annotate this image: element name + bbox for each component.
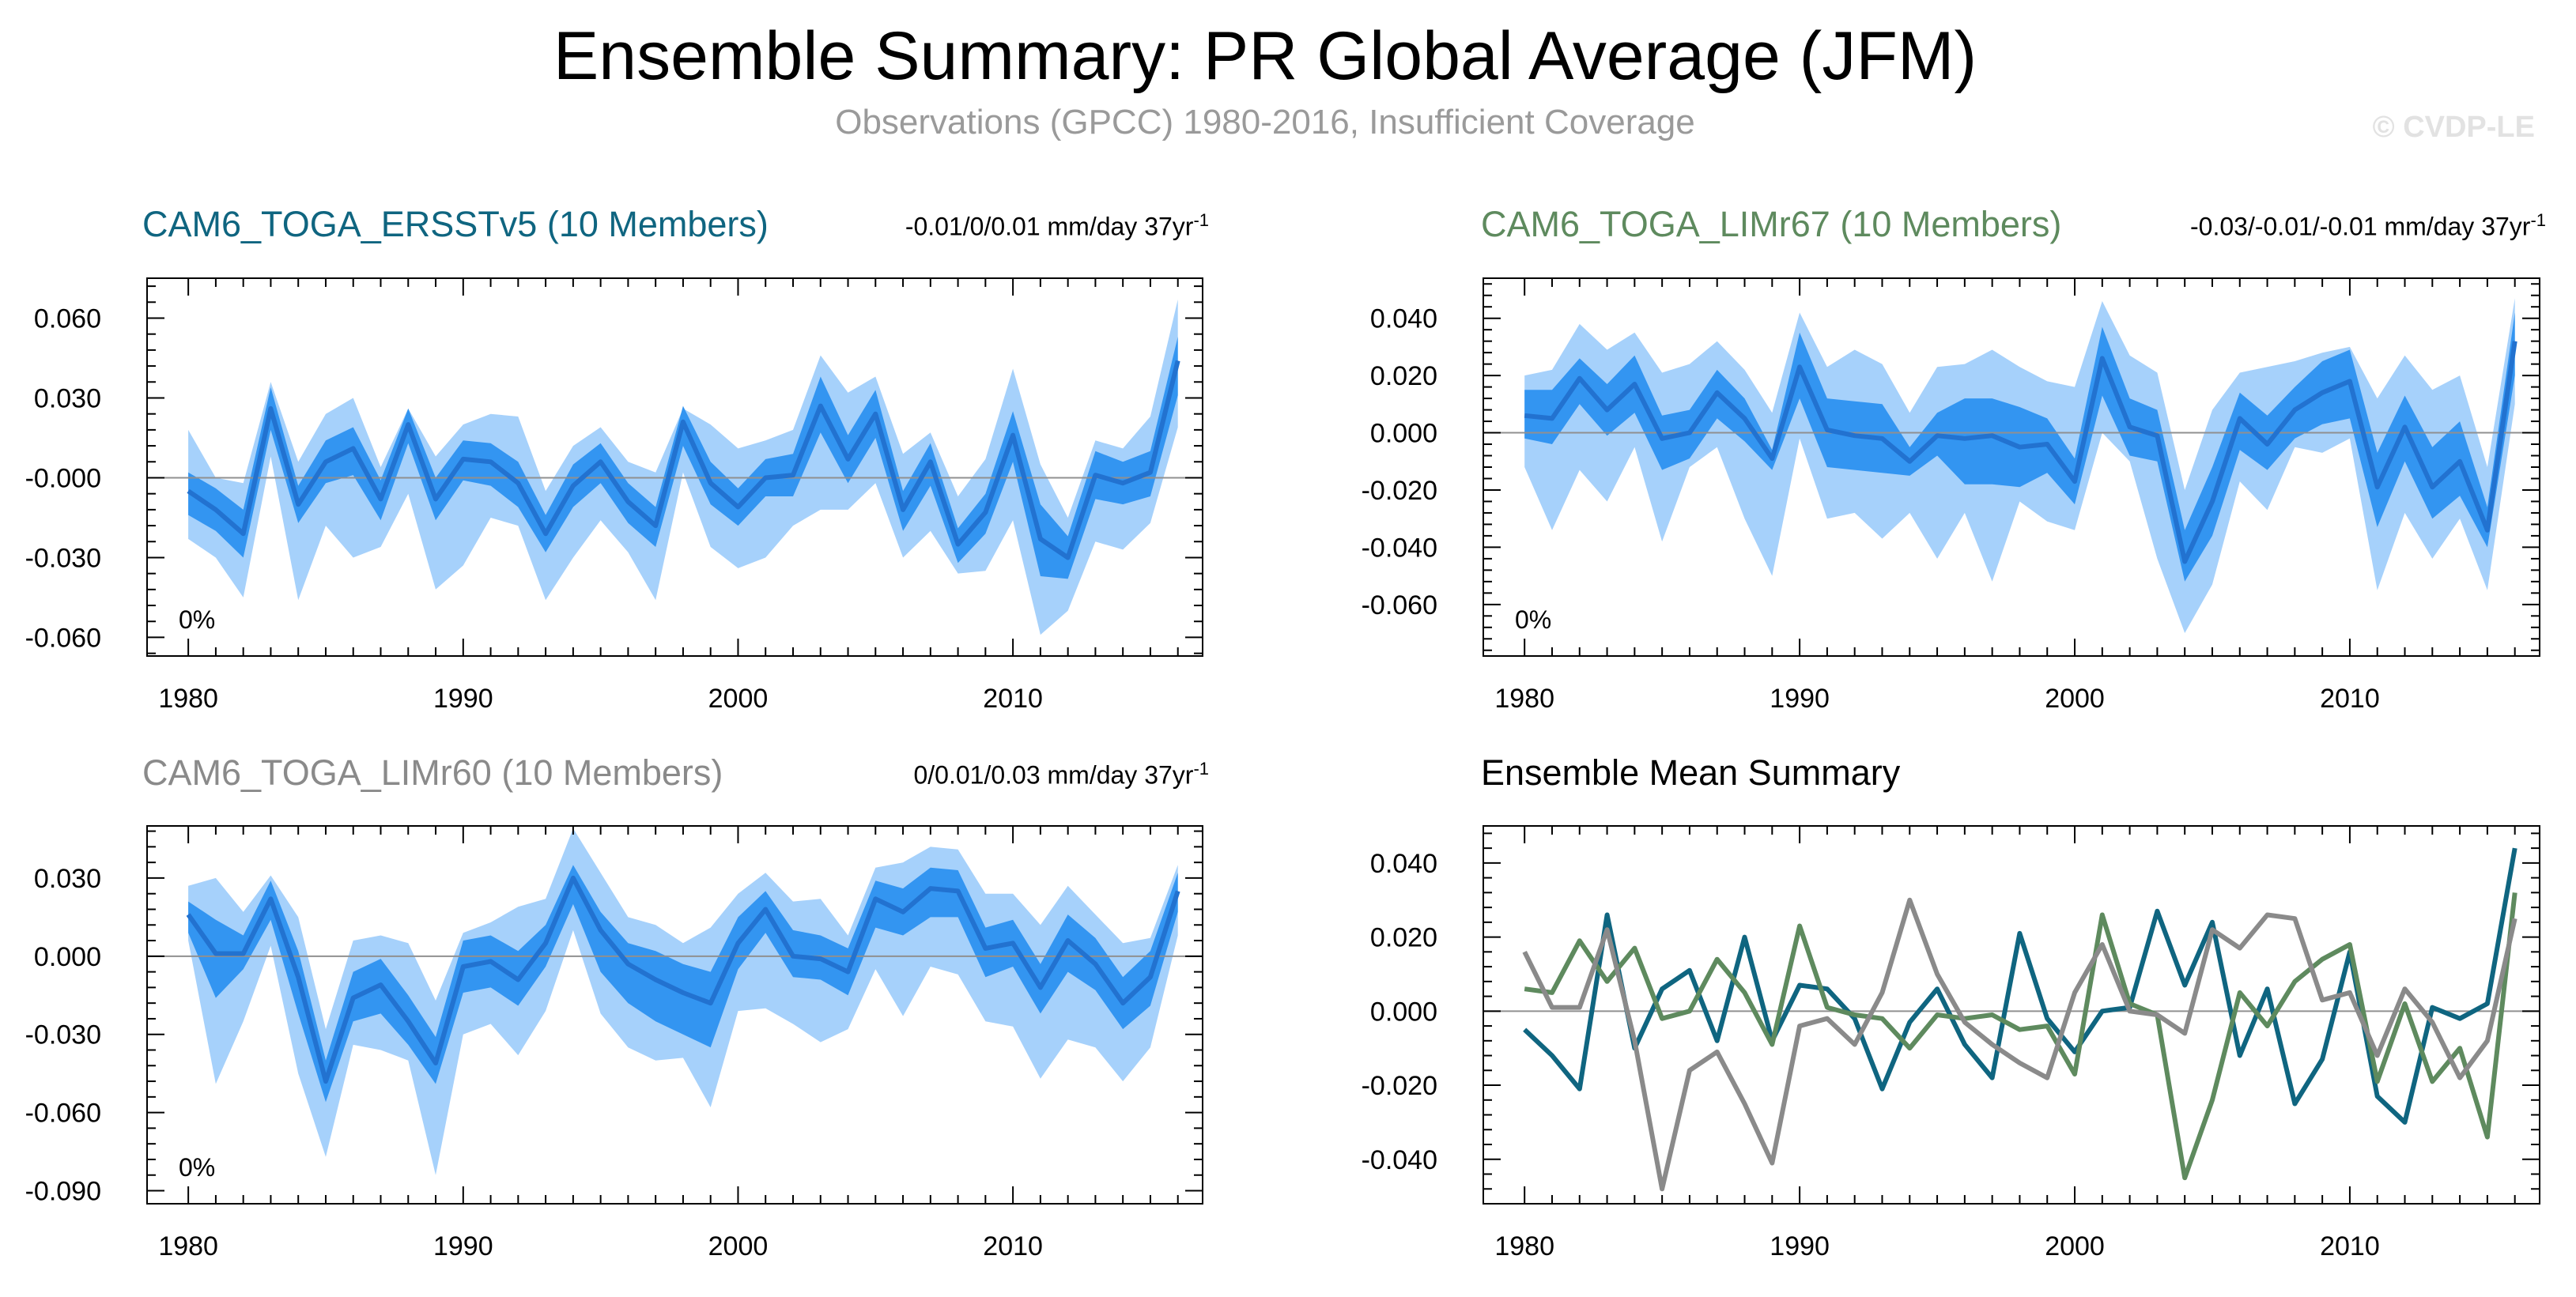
panel2-ytick-label: 0.000	[1370, 419, 1437, 449]
panel1-xtick-label: 2000	[708, 684, 769, 714]
panel3-frame	[146, 825, 1203, 1205]
panel2-stat-text: -0.03/-0.01/-0.01 mm/day 37yr	[2190, 212, 2531, 241]
panel2-xtick-label: 1990	[1770, 684, 1830, 714]
panel3-xtick-label: 2010	[983, 1231, 1043, 1261]
panel4-ytick-label: 0.000	[1370, 997, 1437, 1027]
panel1-xtick-label: 2010	[983, 684, 1043, 714]
panel2-ytick-label: -0.020	[1362, 476, 1437, 506]
panel1-ytick-label: -0.030	[25, 543, 101, 573]
panel3-ytick-label: -0.090	[25, 1177, 101, 1207]
panel1-frame	[146, 277, 1203, 657]
panel4-ytick-label: 0.020	[1370, 923, 1437, 953]
panel3-percent-label: 0%	[179, 1153, 215, 1182]
panel2-ytick-label: 0.040	[1370, 304, 1437, 334]
subtitle: Observations (GPCC) 1980-2016, Insuffici…	[835, 103, 1695, 141]
panel3-ytick-label: -0.060	[25, 1099, 101, 1129]
panel3-ytick-label: 0.000	[34, 942, 101, 972]
panel1-title: CAM6_TOGA_ERSSTv5 (10 Members)	[142, 204, 769, 244]
panel2-ytick-label: 0.020	[1370, 361, 1437, 391]
panel4-xtick-label: 1980	[1494, 1231, 1554, 1261]
panel1-ytick-label: -0.060	[25, 623, 101, 653]
panel4-series-line-3	[1522, 897, 2517, 1192]
panel4-series-line-2	[1524, 892, 2517, 1181]
panel1-mean-line	[187, 360, 1180, 560]
panel4-xtick-label: 2000	[2045, 1231, 2105, 1261]
panel3-ytick-label: -0.030	[25, 1020, 101, 1050]
panel2-xtick-label: 2000	[2045, 684, 2105, 714]
panel1-ytick-label: -0.000	[25, 463, 101, 493]
panel4-title: Ensemble Mean Summary	[1481, 752, 1901, 793]
panel1-stat-sup: -1	[1193, 210, 1209, 230]
panel3-iqr-band	[188, 865, 1178, 1103]
panel4-series-line-1	[1523, 847, 2517, 1125]
panel2-xtick-label: 2010	[2320, 684, 2380, 714]
panel3-stat-sup: -1	[1193, 759, 1209, 779]
panel4-xtick-label: 2010	[2320, 1231, 2380, 1261]
panel2-ytick-label: -0.040	[1362, 533, 1437, 563]
watermark: © CVDP-LE	[2372, 111, 2535, 144]
panel2-ytick-label: -0.060	[1362, 590, 1437, 620]
panel3-ytick-label: 0.030	[34, 864, 101, 894]
panel3-mean-line	[186, 875, 1180, 1084]
panel1-ytick-label: 0.060	[34, 304, 101, 334]
panel3-xtick-label: 1990	[433, 1231, 493, 1261]
panel1-range-band	[188, 299, 1178, 635]
panel3-stat-text: 0/0.01/0.03 mm/day 37yr	[913, 760, 1194, 790]
panel3-stat: 0/0.01/0.03 mm/day 37yr-1	[913, 759, 1209, 790]
panel1-xtick-label: 1990	[433, 684, 493, 714]
panel2-stat: -0.03/-0.01/-0.01 mm/day 37yr-1	[2190, 210, 2546, 242]
panel1-xtick-label: 1980	[158, 684, 218, 714]
main-title: Ensemble Summary: PR Global Average (JFM…	[553, 18, 1977, 94]
panel4-frame	[1483, 825, 2540, 1205]
panel2-title: CAM6_TOGA_LIMr67 (10 Members)	[1481, 204, 2062, 244]
panel4-xtick-label: 1990	[1770, 1231, 1830, 1261]
panel1-iqr-band	[188, 337, 1178, 579]
panel3-title: CAM6_TOGA_LIMr60 (10 Members)	[142, 752, 723, 793]
panel1-stat: -0.01/0/0.01 mm/day 37yr-1	[905, 210, 1209, 242]
panel4-plot: 1980 1990 2000 2010 -0.040 -0.020 0.000 0.020 0.…	[1362, 825, 2540, 1261]
panel2-stat-sup: -1	[2530, 210, 2546, 230]
panel2-xtick-label: 1980	[1494, 684, 1554, 714]
panel4-ytick-label: -0.040	[1362, 1145, 1437, 1175]
panel1-stat-text: -0.01/0/0.01 mm/day 37yr	[905, 212, 1194, 241]
panel4-ytick-label: -0.020	[1362, 1071, 1437, 1101]
panel1-ytick-label: 0.030	[34, 383, 101, 413]
panel1-percent-label: 0%	[179, 605, 215, 634]
panel1-plot: 1980 1990 2000 2010 -0.060 -0.030 -0.000 0.030 0…	[25, 277, 1203, 714]
panel3-xtick-label: 1980	[158, 1231, 218, 1261]
panel4-ytick-label: 0.040	[1370, 849, 1437, 879]
panel2-percent-label: 0%	[1515, 605, 1551, 634]
panel3-xtick-label: 2000	[708, 1231, 769, 1261]
panel3-plot: 1980 1990 2000 2010 -0.090 -0.060 -0.030 0.000 0…	[25, 825, 1203, 1261]
panel2-mean-line	[1524, 341, 2517, 564]
panel2-plot: 1980 1990 2000 2010 -0.060 -0.040 -0.020 0.000 0…	[1362, 277, 2540, 714]
